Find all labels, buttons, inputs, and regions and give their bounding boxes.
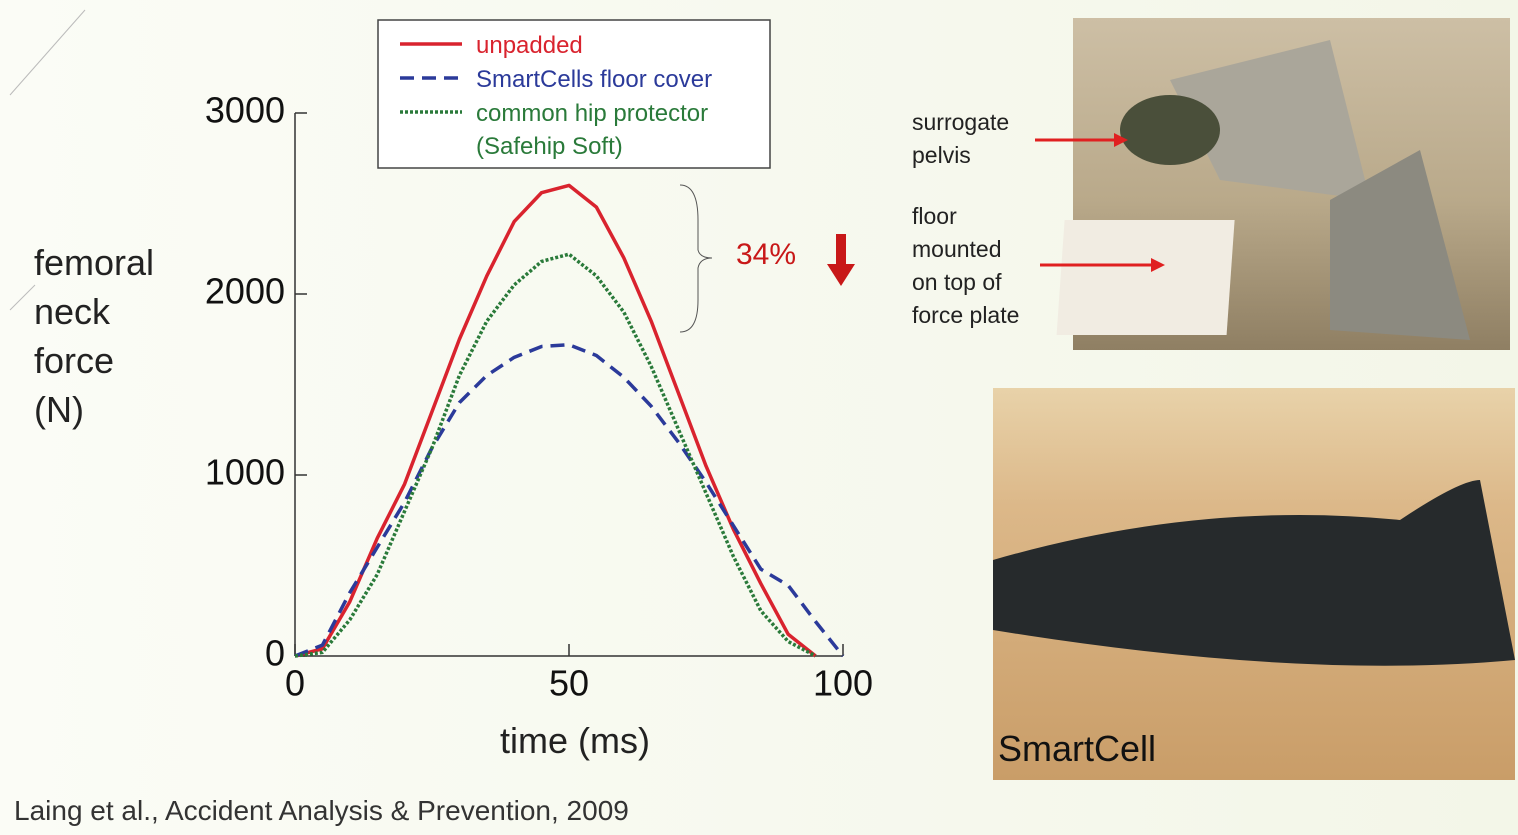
- y-tick-label: 3000: [205, 90, 285, 131]
- x-axis-label: time (ms): [500, 720, 650, 762]
- x-tick-label: 0: [285, 663, 305, 704]
- series-line: [295, 254, 816, 656]
- annotation: 34%: [736, 238, 796, 271]
- decor-line: [10, 10, 85, 95]
- y-tick-label: 2000: [205, 271, 285, 312]
- chart: 34% 0 1000 2000 3000 0 50 100: [0, 0, 1518, 835]
- photo-label: floor mounted on top of force plate: [912, 200, 1019, 332]
- legend-label: common hip protector (Safehip Soft): [476, 97, 708, 163]
- photo-pelvis: [1120, 95, 1220, 165]
- legend-label: unpadded: [476, 29, 583, 62]
- down-arrow: [836, 234, 846, 268]
- y-tick-label: 1000: [205, 452, 285, 493]
- citation: Laing et al., Accident Analysis & Preven…: [14, 795, 629, 827]
- photo-label: surrogate pelvis: [912, 106, 1009, 172]
- y-axis-label: femoral neck force (N): [34, 238, 154, 434]
- y-tick-label: 0: [265, 633, 285, 674]
- slide: 34% 0 1000 2000 3000 0 50 100 femoral neck for…: [0, 0, 1518, 835]
- x-tick-label: 50: [549, 663, 589, 704]
- photo-floor-plate: [1057, 220, 1235, 335]
- decor-line: [10, 285, 35, 310]
- legend-label: SmartCells floor cover: [476, 63, 712, 96]
- down-arrow-head: [827, 264, 855, 286]
- brace: [680, 185, 712, 332]
- x-tick-label: 100: [813, 663, 873, 704]
- photo-caption: SmartCell: [998, 728, 1156, 770]
